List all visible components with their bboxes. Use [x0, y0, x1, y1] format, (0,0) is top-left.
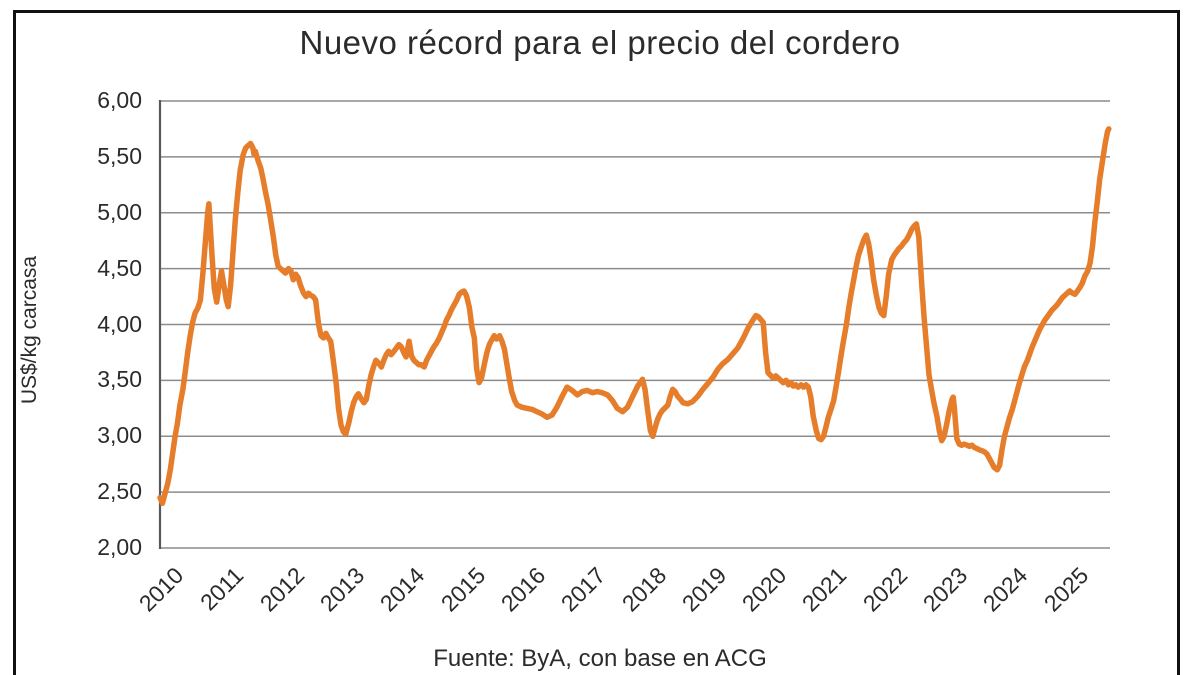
y-tick-label: 5,50 — [97, 142, 142, 169]
chart-title: Nuevo récord para el precio del cordero — [299, 24, 901, 61]
y-tick-label: 4,50 — [97, 254, 142, 281]
y-tick-label: 5,00 — [97, 198, 142, 225]
source-note: Fuente: ByA, con base en ACG — [433, 645, 767, 672]
y-tick-label: 2,50 — [97, 478, 142, 505]
y-tick-label: 4,00 — [97, 310, 142, 337]
y-tick-label: 6,00 — [97, 87, 142, 113]
y-tick-label: 3,50 — [97, 366, 142, 393]
y-tick-label: 2,00 — [97, 534, 142, 560]
price-line-series — [157, 126, 1112, 507]
y-tick-label: 3,00 — [97, 422, 142, 449]
